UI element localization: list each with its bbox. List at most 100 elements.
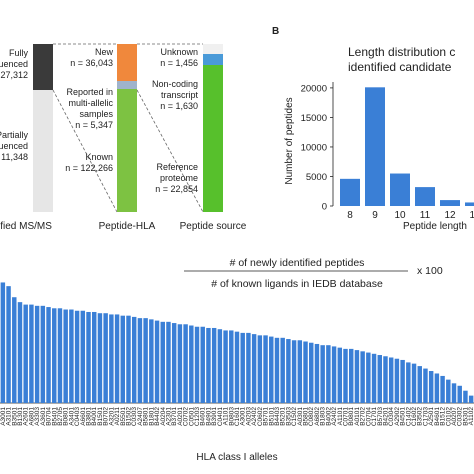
- allele-bar: [131, 316, 137, 403]
- fully-line-2: sequenced: [0, 59, 28, 69]
- allele-category-label: A3303: [34, 407, 41, 426]
- allele-bar: [411, 363, 417, 403]
- allele-category-label: B4901: [205, 407, 212, 426]
- allele-category-label: A0101: [354, 407, 361, 426]
- allele-bar: [400, 359, 405, 403]
- allele-bar: [0, 282, 6, 403]
- allele-category-label: A0211: [114, 407, 121, 426]
- col2-label: Peptide-HLA: [99, 221, 156, 232]
- length-chart-title-line-1: Length distribution c: [348, 45, 455, 59]
- allele-category-label: B4402: [154, 407, 161, 426]
- reference-line-2: proteome: [160, 173, 198, 183]
- allele-category-label: B4001: [91, 407, 98, 426]
- known-bar: [117, 89, 137, 212]
- allele-bar: [160, 321, 165, 403]
- allele-bar: [451, 383, 457, 403]
- allele-category-label: A1101: [337, 407, 344, 426]
- allele-bar: [383, 356, 388, 403]
- allele-bar: [206, 327, 211, 403]
- allele-bar: [291, 340, 297, 403]
- allele-category-label: B3801: [86, 407, 93, 426]
- allele-category-label: B4501: [400, 407, 407, 426]
- allele-bar: [40, 305, 46, 403]
- length-bar: [390, 173, 410, 206]
- allele-category-label: B1501: [97, 407, 104, 426]
- length-category-label: 12: [444, 210, 456, 221]
- allele-category-label: A2501: [428, 407, 435, 426]
- ratio-numerator: # of newly identified peptides: [230, 257, 365, 269]
- unknown-bar: [203, 44, 223, 54]
- partial-line-2: sequenced: [0, 141, 28, 151]
- allele-category-label: B0704: [46, 407, 53, 426]
- allele-category-label: B0801: [63, 407, 70, 426]
- allele-category-label: A1102: [468, 407, 474, 426]
- allele-bar: [137, 318, 143, 403]
- col1-label: ified MS/MS: [0, 221, 52, 232]
- allele-bar: [177, 324, 183, 403]
- length-chart-ytick-label: 15000: [301, 113, 327, 124]
- allele-bar: [343, 348, 348, 403]
- allele-bar: [366, 352, 371, 403]
- allele-bar: [337, 347, 343, 403]
- length-category-label: 10: [394, 210, 406, 221]
- allele-bar: [303, 341, 308, 403]
- allele-category-label: B5401: [51, 407, 58, 426]
- length-chart-ytick-label: 0: [322, 202, 327, 213]
- allele-bar: [194, 326, 200, 403]
- length-bar: [365, 87, 385, 206]
- multi-allelic-bar: [117, 81, 137, 89]
- allele-category-label: A2407: [137, 407, 144, 426]
- allele-category-label: A0204: [160, 407, 167, 426]
- allele-category-label: B0801: [348, 407, 355, 426]
- multi-line-2: multi-allelic: [68, 98, 113, 108]
- known-label: Known: [85, 152, 113, 162]
- allele-bar: [29, 304, 34, 403]
- allele-category-label: A6601: [80, 407, 87, 426]
- reference-count: n = 22,854: [155, 184, 198, 194]
- multi-line-3: samples: [79, 109, 113, 119]
- allele-category-label: C0702: [183, 407, 190, 427]
- allele-bar: [17, 302, 23, 403]
- allele-chart-xlabel: HLA class I alleles: [196, 452, 277, 463]
- allele-bar: [34, 305, 40, 403]
- allele-category-label: A3001: [240, 407, 247, 426]
- allele-category-label: C0302: [457, 407, 464, 427]
- allele-category-label: A0301: [297, 407, 304, 426]
- connector-line: [136, 89, 204, 213]
- allele-bar: [257, 335, 263, 403]
- reference-bar: [203, 65, 223, 212]
- allele-category-label: B3701: [171, 407, 178, 426]
- allele-category-label: A1101: [223, 407, 230, 426]
- allele-category-label: B3503: [285, 407, 292, 426]
- allele-bar: [263, 335, 268, 403]
- allele-category-label: B0702: [103, 407, 110, 426]
- allele-bar: [457, 385, 462, 403]
- allele-bar: [63, 309, 68, 403]
- length-chart-ytick-label: 10000: [301, 142, 327, 153]
- allele-bar: [114, 314, 120, 403]
- allele-category-label: B1301: [17, 407, 24, 426]
- allele-bar: [428, 371, 434, 403]
- allele-bar: [6, 286, 11, 403]
- allele-bar: [189, 325, 194, 403]
- allele-bar: [297, 340, 303, 403]
- allele-category-label: A3201: [108, 407, 115, 426]
- allele-category-label: B4601: [200, 407, 207, 426]
- length-chart-ytick-label: 5000: [306, 172, 327, 183]
- allele-category-label: C0602: [257, 407, 264, 427]
- new-label: New: [95, 47, 114, 57]
- noncoding-bar: [203, 54, 223, 65]
- allele-category-label: B4601: [434, 407, 441, 426]
- length-chart-title-line-2: identified candidate: [348, 60, 452, 74]
- panel-b: B Length distribution c identified candi…: [272, 26, 474, 232]
- allele-bar: [126, 315, 131, 403]
- allele-bar: [331, 346, 337, 403]
- unknown-count: n = 1,456: [160, 58, 198, 68]
- allele-bar: [406, 362, 411, 403]
- allele-bar: [23, 304, 28, 403]
- allele-bar: [149, 319, 154, 403]
- allele-category-label: C0802: [308, 407, 315, 427]
- allele-bar: [394, 358, 400, 403]
- allele-category-label: A6802: [314, 407, 321, 426]
- allele-category-label: A3001: [0, 407, 7, 426]
